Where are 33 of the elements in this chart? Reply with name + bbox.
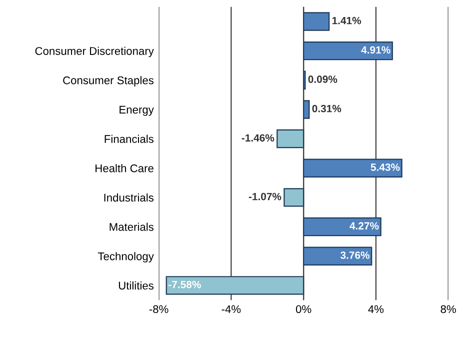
y-tick-label: Health Care xyxy=(96,164,154,172)
data-label: -1.46% xyxy=(242,134,274,142)
bar xyxy=(276,129,304,148)
y-tick-label: Utilities xyxy=(118,281,154,290)
y-tick-label: Technology xyxy=(98,252,154,262)
x-tick-label: 4% xyxy=(368,305,384,314)
bar xyxy=(284,188,304,207)
bar xyxy=(302,100,310,119)
bar xyxy=(302,12,330,31)
bar xyxy=(302,158,402,178)
bar xyxy=(166,276,304,295)
x-tick-label: -8% xyxy=(149,305,168,314)
data-label: -7.58% xyxy=(168,280,201,288)
data-label: 4.91% xyxy=(361,46,390,54)
y-tick-label: Energy xyxy=(120,106,154,116)
y-tick-label: Materials xyxy=(110,222,154,231)
y-tick-label: Consumer Discretionary xyxy=(35,46,154,58)
data-label: 0.31% xyxy=(312,104,342,112)
x-tick-label: -4% xyxy=(222,305,241,314)
data-label: 1.41% xyxy=(332,16,362,24)
y-tick-label: Consumer Staples xyxy=(63,76,154,86)
y-tick-label: Financials xyxy=(104,134,154,143)
data-label: 3.76% xyxy=(340,252,370,259)
x-tick-label: 0% xyxy=(296,305,312,314)
data-label: 4.27% xyxy=(350,222,379,230)
bar xyxy=(302,246,372,266)
data-label: 5.43% xyxy=(370,164,400,171)
data-label: -1.07% xyxy=(248,192,282,200)
data-label: 0.09% xyxy=(308,76,338,83)
x-tick-label: 8% xyxy=(440,305,456,314)
bar xyxy=(302,217,382,236)
bar xyxy=(302,41,393,60)
y-tick-label: Industrials xyxy=(104,193,154,202)
